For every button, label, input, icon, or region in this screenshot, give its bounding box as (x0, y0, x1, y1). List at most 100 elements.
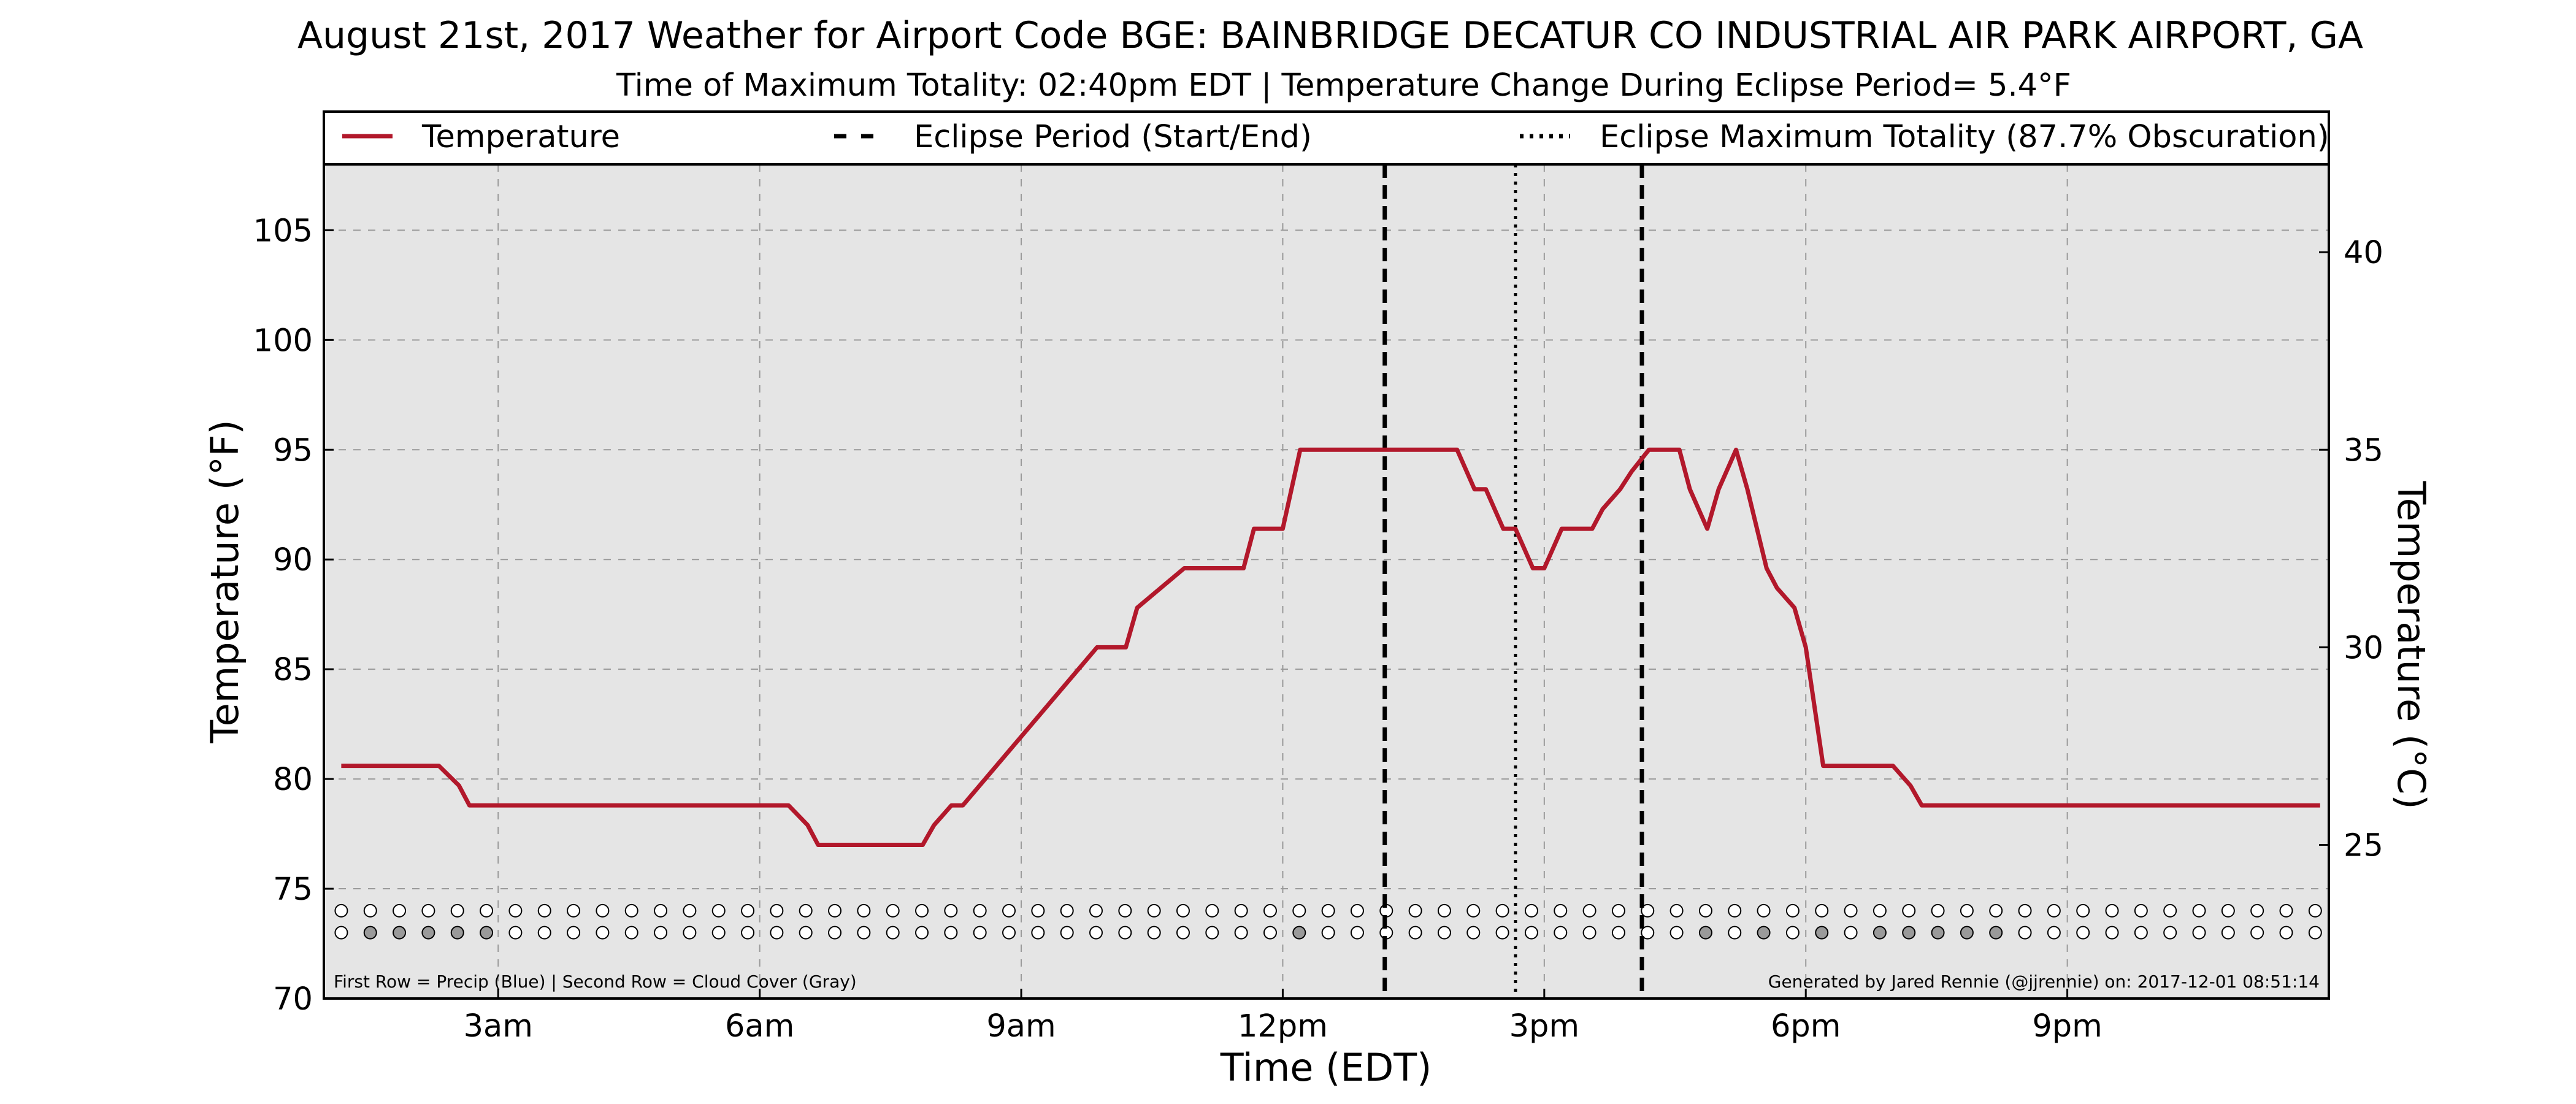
y-tick-label: 70 (273, 981, 313, 1018)
precip-marker (1785, 903, 1800, 918)
cloud-cover-marker (1205, 926, 1219, 940)
precip-marker (1873, 903, 1887, 918)
precip-marker (2250, 903, 2264, 918)
precip-marker (363, 903, 377, 918)
chart-title: August 21st, 2017 Weather for Airport Co… (297, 14, 2363, 57)
cloud-cover-marker (2308, 926, 2322, 940)
cloud-cover-marker (2221, 926, 2235, 940)
x-tick-label: 3pm (1509, 1008, 1580, 1045)
cloud-cover-marker (1292, 926, 1306, 940)
cloud-cover-marker (857, 926, 871, 940)
precip-marker (2163, 903, 2177, 918)
y-tick-label: 80 (273, 762, 313, 798)
precip-marker (1437, 903, 1451, 918)
cloud-cover-marker (508, 926, 523, 940)
legend: Temperature Eclipse Period (Start/End) E… (323, 110, 2330, 166)
y2-axis-ticks: 25 30 35 40 (2319, 235, 2383, 864)
precip-marker (1728, 903, 1742, 918)
cloud-cover-marker (480, 926, 494, 940)
legend-max-totality-label: Eclipse Maximum Totality (87.7% Obscurat… (1600, 119, 2329, 155)
precip-marker (508, 903, 523, 918)
cloud-cover-marker (1611, 926, 1625, 940)
cloud-cover-marker (421, 926, 435, 940)
precip-marker (1554, 903, 1568, 918)
eclipse-lines (1382, 164, 1644, 999)
precip-marker (1931, 903, 1945, 918)
precip-marker (1582, 903, 1597, 918)
precip-marker (1902, 903, 1916, 918)
cloud-cover-marker (1089, 926, 1103, 940)
precip-marker (886, 903, 900, 918)
x-axis-ticks: 3am 6am 9am 12pm 3pm 6pm 9pm (464, 989, 2103, 1045)
cloud-cover-marker (567, 926, 581, 940)
precip-marker (1698, 903, 1712, 918)
precip-marker (1960, 903, 1974, 918)
cloud-cover-marker (624, 926, 638, 940)
y-tick-label: 95 (273, 432, 313, 469)
temperature-line (341, 447, 2320, 847)
precip-marker (1641, 903, 1655, 918)
precip-marker (741, 903, 755, 918)
cloud-cover-marker (1698, 926, 1712, 940)
precip-marker (1350, 903, 1364, 918)
cloud-cover-marker (1147, 926, 1161, 940)
precip-marker (828, 903, 842, 918)
cloud-cover-marker (1437, 926, 1451, 940)
precip-marker (1495, 903, 1509, 918)
cloud-cover-marker (944, 926, 958, 940)
precip-marker (1466, 903, 1481, 918)
cloud-cover-marker (770, 926, 784, 940)
precip-marker (2076, 903, 2090, 918)
cloud-cover-marker (393, 926, 407, 940)
precip-marker (915, 903, 929, 918)
cloud-cover-marker (1524, 926, 1538, 940)
cloud-cover-marker (1815, 926, 1829, 940)
cloud-cover-marker (1060, 926, 1074, 940)
precip-marker (334, 903, 348, 918)
cloud-cover-marker (2018, 926, 2032, 940)
cloud-cover-marker (886, 926, 900, 940)
cloud-cover-marker (1582, 926, 1597, 940)
cloud-cover-marker (741, 926, 755, 940)
legend-temperature-label: Temperature (421, 119, 620, 155)
cloud-cover-marker (828, 926, 842, 940)
chart-subtitle: Time of Maximum Totality: 02:40pm EDT | … (616, 67, 2071, 104)
precip-marker (711, 903, 726, 918)
x-tick-label: 9am (986, 1008, 1056, 1045)
precip-marker (537, 903, 551, 918)
y-tick-label: 85 (273, 652, 313, 688)
cloud-cover-marker (1989, 926, 2003, 940)
precip-marker (1176, 903, 1190, 918)
precip-marker (1031, 903, 1045, 918)
cloud-cover-marker (1118, 926, 1132, 940)
precip-marker (973, 903, 987, 918)
precip-marker (393, 903, 407, 918)
precip-marker (1234, 903, 1248, 918)
precip-marker (1524, 903, 1538, 918)
precip-marker (1205, 903, 1219, 918)
cloud-cover-marker (1931, 926, 1945, 940)
cloud-cover-marker (683, 926, 697, 940)
y-axis-ticks: 70 75 80 85 90 95 100 105 (253, 213, 334, 1018)
cloud-cover-marker (2192, 926, 2206, 940)
precip-marker (480, 903, 494, 918)
precip-marker (1118, 903, 1132, 918)
cloud-cover-marker (915, 926, 929, 940)
precip-marker (2018, 903, 2032, 918)
cloud-cover-marker (1002, 926, 1016, 940)
cloud-cover-marker (1495, 926, 1509, 940)
footnote-right: Generated by Jared Rennie (@jjrennie) on… (1768, 972, 2320, 992)
precip-marker (1815, 903, 1829, 918)
precip-marker (1669, 903, 1684, 918)
y2-tick-label: 30 (2344, 630, 2383, 666)
precip-marker (2105, 903, 2119, 918)
cloud-cover-marker (2163, 926, 2177, 940)
x-tick-label: 12pm (1238, 1008, 1328, 1045)
x-tick-label: 9pm (2032, 1008, 2103, 1045)
precip-marker (799, 903, 813, 918)
cloud-cover-marker (450, 926, 464, 940)
footnote-left: First Row = Precip (Blue) | Second Row =… (334, 972, 857, 992)
precip-marker (596, 903, 610, 918)
y2-tick-label: 35 (2344, 432, 2383, 469)
y2-tick-label: 25 (2344, 827, 2383, 864)
